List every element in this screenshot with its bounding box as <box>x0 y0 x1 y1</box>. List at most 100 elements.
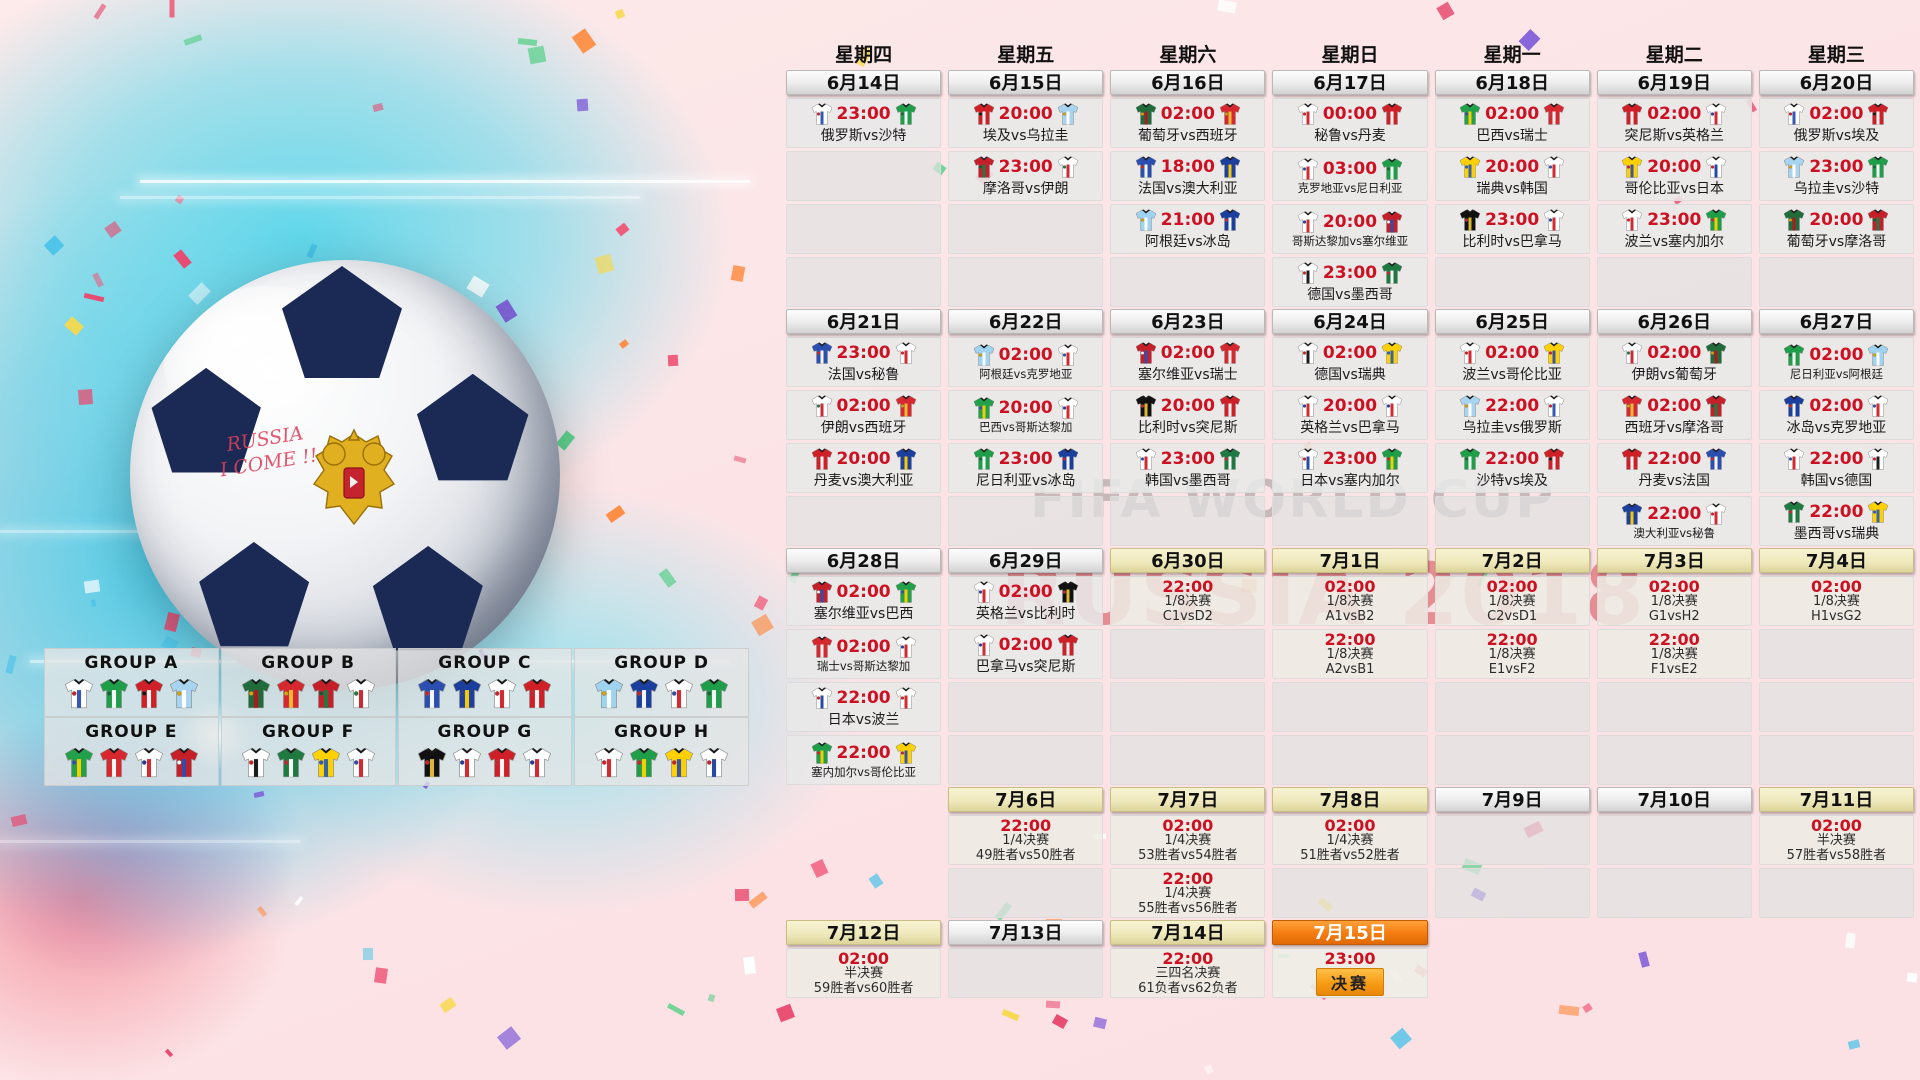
knockout-match-cell[interactable]: 22:00 1/8决赛 A2vsB1 <box>1272 629 1428 679</box>
date-label-6月19日[interactable]: 6月19日 <box>1596 70 1752 95</box>
group-box-group-e[interactable]: GROUP E <box>44 717 219 786</box>
match-cell[interactable]: 20:00 比利时vs突尼斯 <box>1110 390 1266 440</box>
date-label-7月1日[interactable]: 7月1日 <box>1272 548 1428 573</box>
match-cell[interactable]: 02:00 西班牙vs摩洛哥 <box>1596 390 1752 440</box>
date-label-7月15日[interactable]: 7月15日 <box>1272 920 1428 945</box>
match-cell[interactable]: 23:00 摩洛哥vs伊朗 <box>948 151 1104 201</box>
group-box-group-d[interactable]: GROUP D <box>574 648 749 717</box>
match-cell[interactable]: 20:00 哥伦比亚vs日本 <box>1596 151 1752 201</box>
date-label-6月27日[interactable]: 6月27日 <box>1758 309 1914 334</box>
match-cell[interactable]: 20:00 葡萄牙vs摩洛哥 <box>1758 204 1914 254</box>
date-label-7月10日[interactable]: 7月10日 <box>1596 787 1752 812</box>
knockout-match-cell[interactable]: 02:00 1/8决赛 C2vsD1 <box>1434 576 1590 626</box>
match-cell[interactable]: 23:00 波兰vs塞内加尔 <box>1596 204 1752 254</box>
match-cell[interactable]: 22:00 韩国vs德国 <box>1758 443 1914 493</box>
date-label-6月21日[interactable]: 6月21日 <box>786 309 942 334</box>
date-label-6月25日[interactable]: 6月25日 <box>1434 309 1590 334</box>
match-cell[interactable]: 22:00 日本vs波兰 <box>786 682 942 732</box>
match-cell[interactable]: 20:00 巴西vs哥斯达黎加 <box>948 390 1104 440</box>
match-cell[interactable]: 18:00 法国vs澳大利亚 <box>1110 151 1266 201</box>
knockout-match-cell[interactable]: 22:00 三四名决赛 61负者vs62负者 <box>1110 948 1266 998</box>
match-cell[interactable]: 21:00 阿根廷vs冰岛 <box>1110 204 1266 254</box>
date-label-7月8日[interactable]: 7月8日 <box>1272 787 1428 812</box>
date-label-7月11日[interactable]: 7月11日 <box>1758 787 1914 812</box>
match-cell[interactable]: 23:00 日本vs塞内加尔 <box>1272 443 1428 493</box>
final-match-cell[interactable]: 23:00 决赛 <box>1272 948 1428 998</box>
match-cell[interactable]: 20:00 哥斯达黎加vs塞尔维亚 <box>1272 204 1428 254</box>
date-label-6月23日[interactable]: 6月23日 <box>1110 309 1266 334</box>
match-cell[interactable]: 00:00 秘鲁vs丹麦 <box>1272 98 1428 148</box>
knockout-match-cell[interactable]: 22:00 1/8决赛 C1vsD2 <box>1110 576 1266 626</box>
match-cell[interactable]: 02:00 阿根廷vs克罗地亚 <box>948 337 1104 387</box>
match-cell[interactable]: 02:00 德国vs瑞典 <box>1272 337 1428 387</box>
date-label-7月7日[interactable]: 7月7日 <box>1110 787 1266 812</box>
date-label-6月29日[interactable]: 6月29日 <box>948 548 1104 573</box>
knockout-match-cell[interactable]: 02:00 1/4决赛 51胜者vs52胜者 <box>1272 815 1428 865</box>
knockout-match-cell[interactable]: 02:00 1/8决赛 G1vsH2 <box>1596 576 1752 626</box>
match-cell[interactable]: 02:00 冰岛vs克罗地亚 <box>1758 390 1914 440</box>
knockout-match-cell[interactable]: 22:00 1/8决赛 F1vsE2 <box>1596 629 1752 679</box>
match-cell[interactable]: 22:00 墨西哥vs瑞典 <box>1758 496 1914 546</box>
knockout-match-cell[interactable]: 02:00 半决赛 59胜者vs60胜者 <box>786 948 942 998</box>
match-cell[interactable]: 20:00 埃及vs乌拉圭 <box>948 98 1104 148</box>
match-cell[interactable]: 20:00 英格兰vs巴拿马 <box>1272 390 1428 440</box>
match-cell[interactable]: 22:00 丹麦vs法国 <box>1596 443 1752 493</box>
match-cell[interactable]: 20:00 丹麦vs澳大利亚 <box>786 443 942 493</box>
match-cell[interactable]: 02:00 巴拿马vs突尼斯 <box>948 629 1104 679</box>
match-cell[interactable]: 02:00 伊朗vs西班牙 <box>786 390 942 440</box>
knockout-match-cell[interactable]: 22:00 1/8决赛 E1vsF2 <box>1434 629 1590 679</box>
knockout-match-cell[interactable]: 02:00 1/8决赛 H1vsG2 <box>1758 576 1914 626</box>
match-cell[interactable]: 22:00 沙特vs埃及 <box>1434 443 1590 493</box>
group-box-group-a[interactable]: GROUP A <box>44 648 219 717</box>
match-cell[interactable]: 02:00 葡萄牙vs西班牙 <box>1110 98 1266 148</box>
date-label-7月2日[interactable]: 7月2日 <box>1434 548 1590 573</box>
knockout-match-cell[interactable]: 22:00 1/4决赛 55胜者vs56胜者 <box>1110 868 1266 918</box>
knockout-match-cell[interactable]: 22:00 1/4决赛 49胜者vs50胜者 <box>948 815 1104 865</box>
date-label-6月22日[interactable]: 6月22日 <box>948 309 1104 334</box>
date-label-6月26日[interactable]: 6月26日 <box>1596 309 1752 334</box>
match-cell[interactable]: 23:00 法国vs秘鲁 <box>786 337 942 387</box>
match-cell[interactable]: 23:00 韩国vs墨西哥 <box>1110 443 1266 493</box>
date-label-6月20日[interactable]: 6月20日 <box>1758 70 1914 95</box>
knockout-match-cell[interactable]: 02:00 1/8决赛 A1vsB2 <box>1272 576 1428 626</box>
date-label-6月28日[interactable]: 6月28日 <box>786 548 942 573</box>
date-label-7月13日[interactable]: 7月13日 <box>948 920 1104 945</box>
knockout-match-cell[interactable]: 02:00 1/4决赛 53胜者vs54胜者 <box>1110 815 1266 865</box>
knockout-match-cell[interactable]: 02:00 半决赛 57胜者vs58胜者 <box>1758 815 1914 865</box>
date-label-6月30日[interactable]: 6月30日 <box>1110 548 1266 573</box>
group-box-group-c[interactable]: GROUP C <box>397 648 573 717</box>
date-label-6月17日[interactable]: 6月17日 <box>1272 70 1428 95</box>
date-label-7月3日[interactable]: 7月3日 <box>1596 548 1752 573</box>
match-cell[interactable]: 22:00 塞内加尔vs哥伦比亚 <box>786 735 942 785</box>
match-cell[interactable]: 02:00 英格兰vs比利时 <box>948 576 1104 626</box>
date-label-6月14日[interactable]: 6月14日 <box>786 70 942 95</box>
match-cell[interactable]: 02:00 突尼斯vs英格兰 <box>1596 98 1752 148</box>
match-cell[interactable]: 02:00 尼日利亚vs阿根廷 <box>1758 337 1914 387</box>
date-label-7月6日[interactable]: 7月6日 <box>948 787 1104 812</box>
date-label-6月24日[interactable]: 6月24日 <box>1272 309 1428 334</box>
date-label-7月9日[interactable]: 7月9日 <box>1434 787 1590 812</box>
group-box-group-f[interactable]: GROUP F <box>220 717 396 786</box>
date-label-6月18日[interactable]: 6月18日 <box>1434 70 1590 95</box>
group-box-group-h[interactable]: GROUP H <box>574 717 749 786</box>
match-cell[interactable]: 23:00 德国vs墨西哥 <box>1272 257 1428 307</box>
match-cell[interactable]: 20:00 瑞典vs韩国 <box>1434 151 1590 201</box>
group-box-group-b[interactable]: GROUP B <box>220 648 396 717</box>
match-cell[interactable]: 22:00 乌拉圭vs俄罗斯 <box>1434 390 1590 440</box>
match-cell[interactable]: 02:00 伊朗vs葡萄牙 <box>1596 337 1752 387</box>
match-cell[interactable]: 23:00 比利时vs巴拿马 <box>1434 204 1590 254</box>
date-label-6月16日[interactable]: 6月16日 <box>1110 70 1266 95</box>
date-label-7月14日[interactable]: 7月14日 <box>1110 920 1266 945</box>
group-box-group-g[interactable]: GROUP G <box>397 717 573 786</box>
match-cell[interactable]: 02:00 瑞士vs哥斯达黎加 <box>786 629 942 679</box>
match-cell[interactable]: 23:00 乌拉圭vs沙特 <box>1758 151 1914 201</box>
match-cell[interactable]: 02:00 巴西vs瑞士 <box>1434 98 1590 148</box>
match-cell[interactable]: 22:00 澳大利亚vs秘鲁 <box>1596 496 1752 546</box>
match-cell[interactable]: 02:00 波兰vs哥伦比亚 <box>1434 337 1590 387</box>
match-cell[interactable]: 02:00 塞尔维亚vs瑞士 <box>1110 337 1266 387</box>
date-label-6月15日[interactable]: 6月15日 <box>948 70 1104 95</box>
match-cell[interactable]: 23:00 尼日利亚vs冰岛 <box>948 443 1104 493</box>
match-cell[interactable]: 02:00 塞尔维亚vs巴西 <box>786 576 942 626</box>
date-label-7月4日[interactable]: 7月4日 <box>1758 548 1914 573</box>
match-cell[interactable]: 02:00 俄罗斯vs埃及 <box>1758 98 1914 148</box>
